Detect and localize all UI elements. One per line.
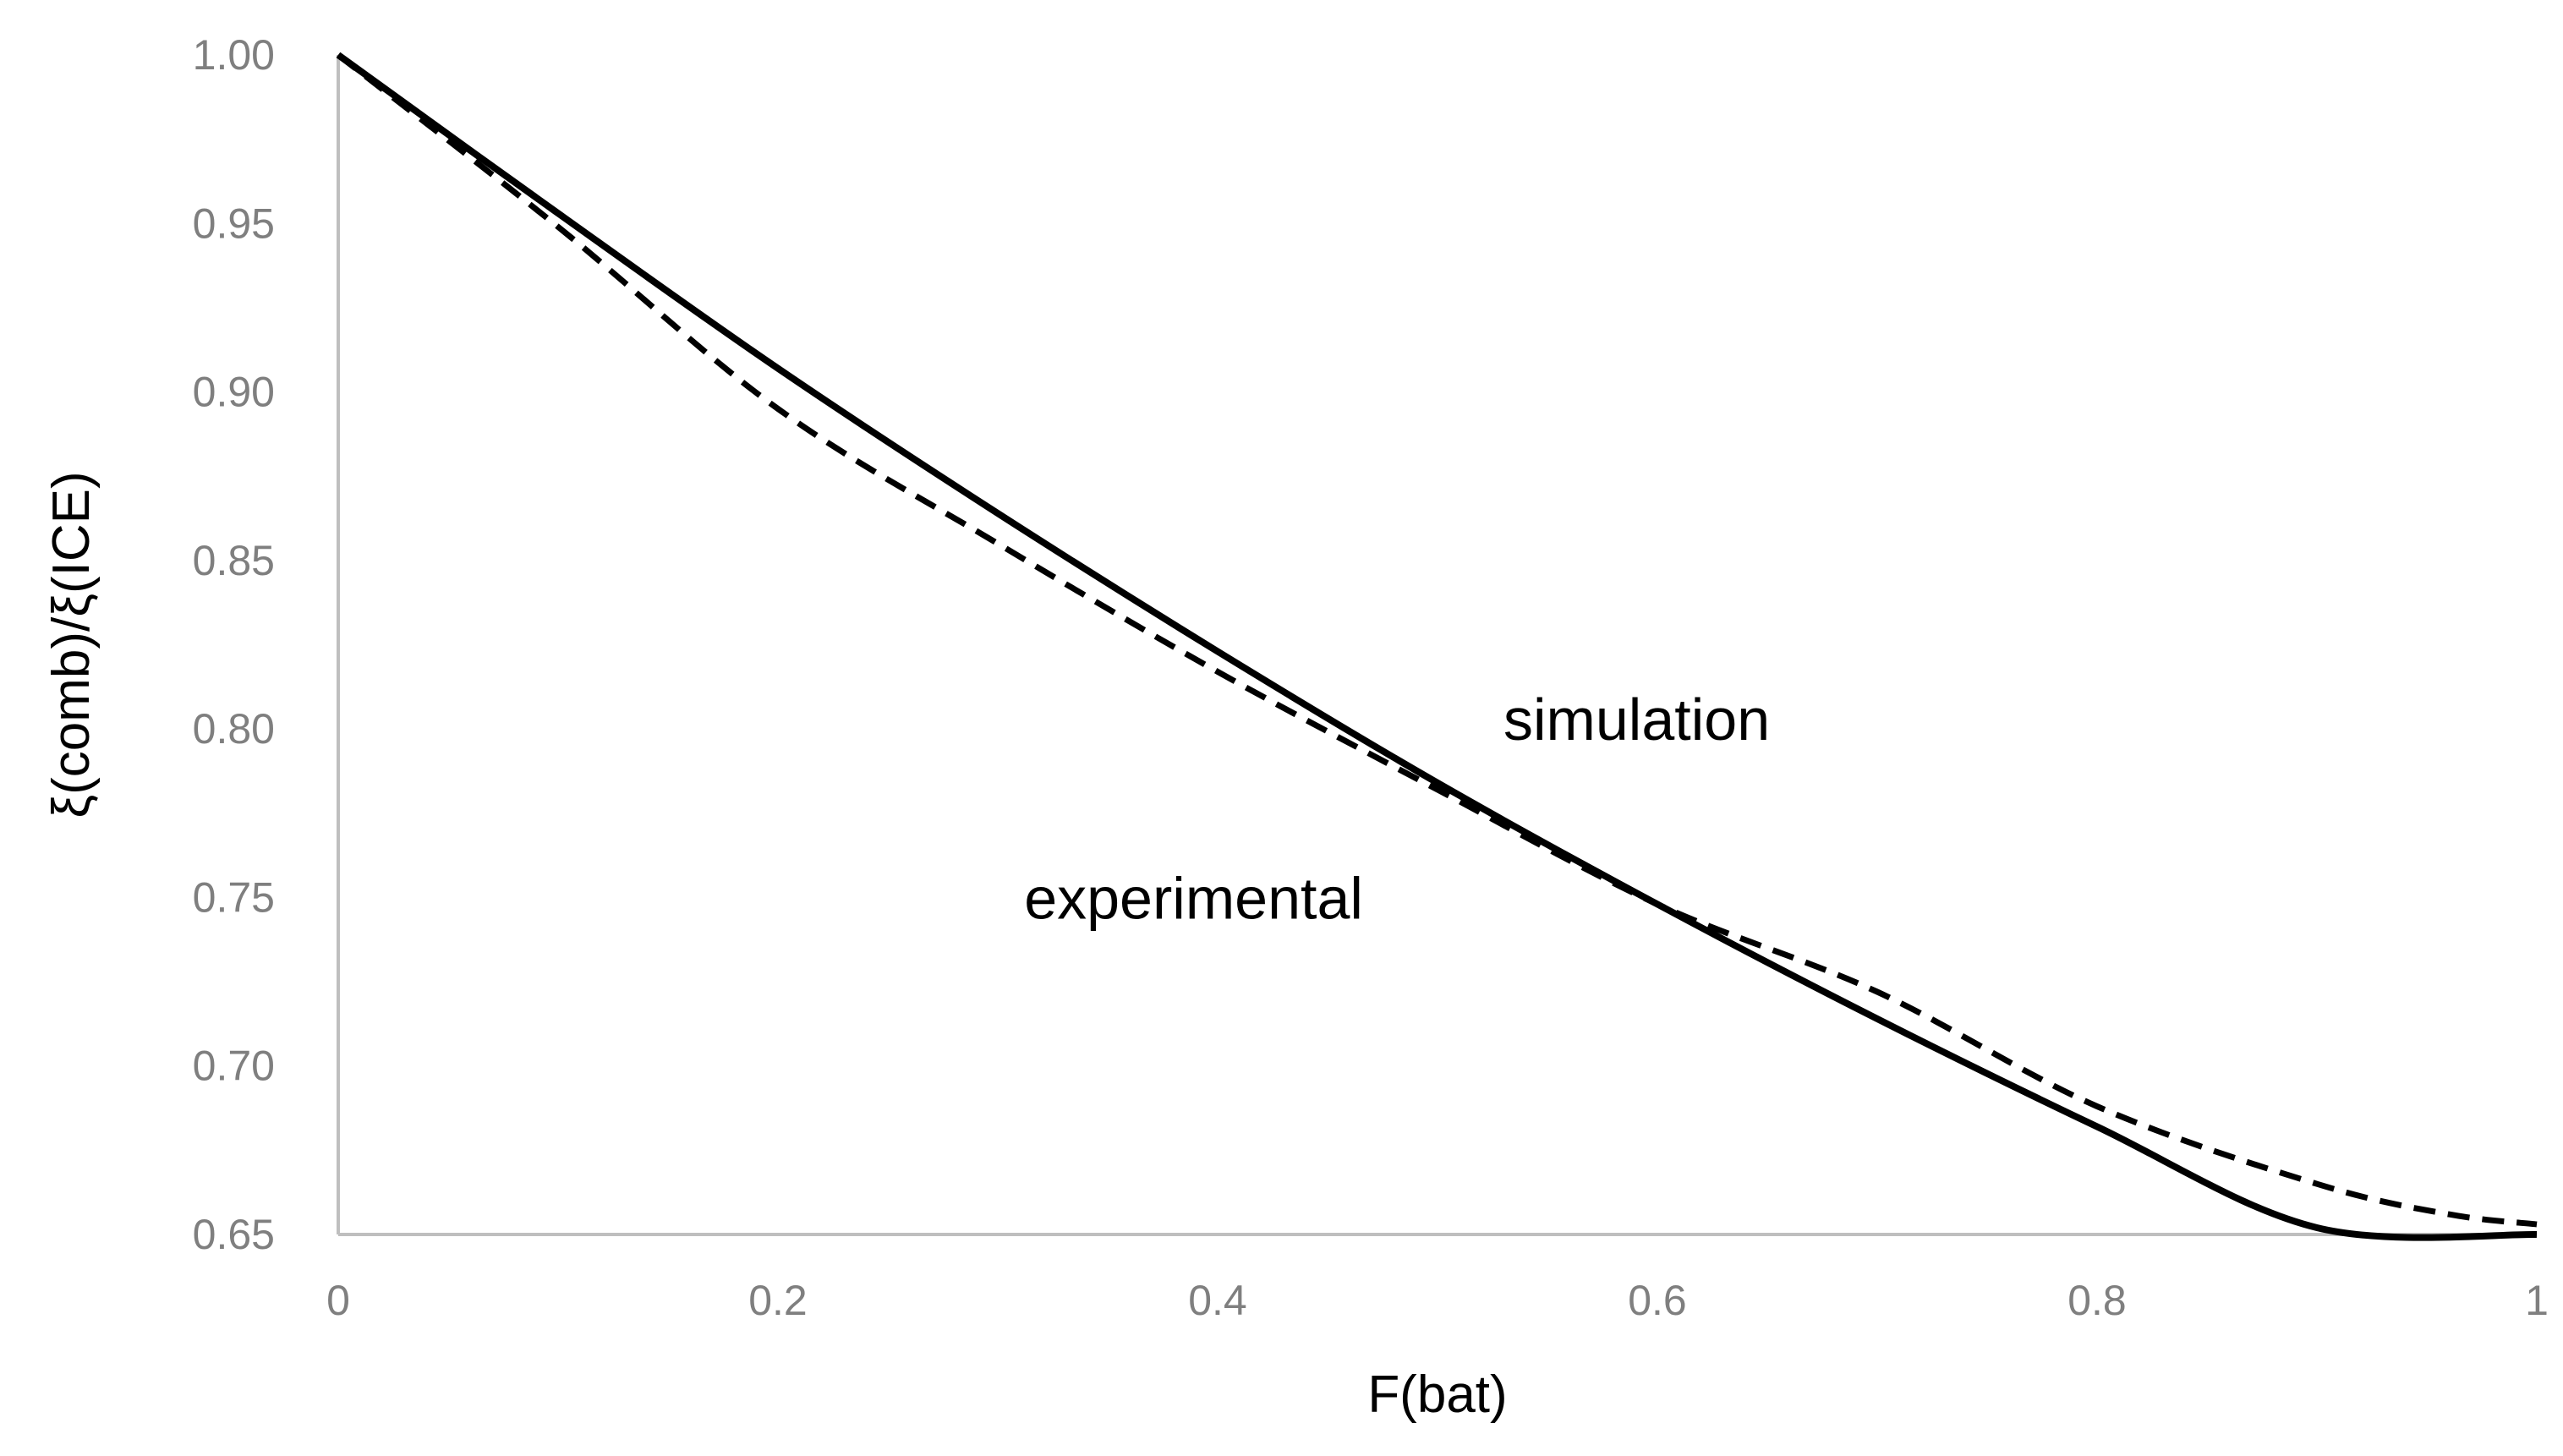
series-line-experimental: [336, 52, 2538, 1228]
y-axis-title: ξ(comb)/ξ(ICE): [42, 471, 101, 818]
y-tick-label: 0.85: [193, 537, 275, 584]
x-axis-title: F(bat): [1367, 1366, 1507, 1424]
y-tick-label: 0.90: [193, 369, 275, 416]
series-line-simulation: [336, 52, 2538, 1241]
annotation-simulation: simulation: [1503, 687, 1770, 753]
y-tick-label: 0.65: [193, 1211, 275, 1258]
series-lines: [336, 52, 2538, 1241]
series-annotations: simulation experimental: [1024, 687, 1770, 931]
y-tick-label: 1.00: [193, 31, 275, 79]
x-tick-label: 0: [326, 1277, 350, 1324]
annotation-experimental: experimental: [1024, 865, 1363, 931]
y-tick-label: 0.70: [193, 1043, 275, 1090]
x-tick-label: 0.8: [2067, 1277, 2127, 1324]
y-tick-label: 0.75: [193, 873, 275, 921]
y-tick-labels: 0.65 0.70 0.75 0.80 0.85 0.90 0.95 1.00: [193, 31, 275, 1258]
y-tick-label: 0.80: [193, 705, 275, 753]
x-tick-label: 0.4: [1188, 1277, 1247, 1324]
x-tick-label: 0.6: [1628, 1277, 1687, 1324]
x-tick-label: 0.2: [748, 1277, 808, 1324]
x-tick-labels: 0 0.2 0.4 0.6 0.8 1: [326, 1277, 2549, 1324]
x-tick-label: 1: [2525, 1277, 2549, 1324]
y-tick-label: 0.95: [193, 200, 275, 247]
